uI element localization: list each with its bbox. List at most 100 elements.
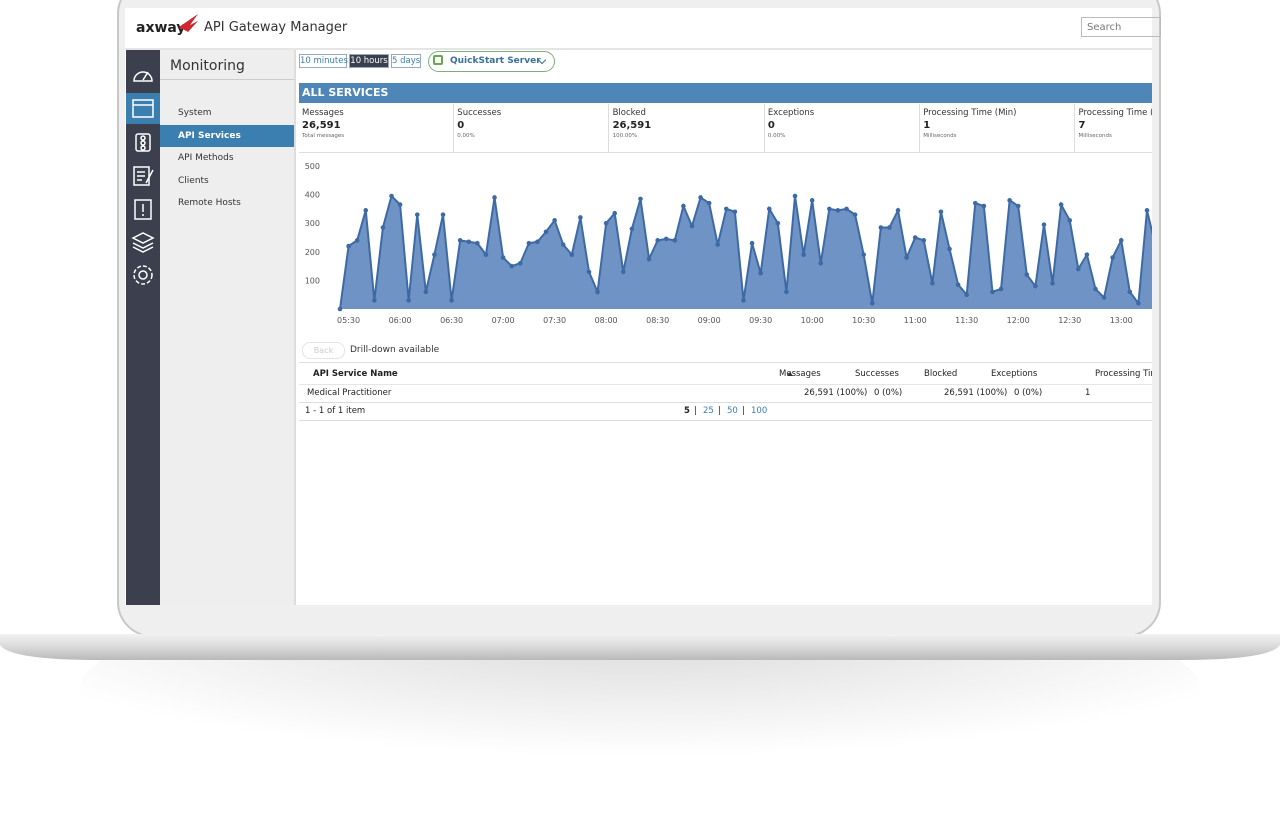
stat-label: Successes: [457, 108, 502, 118]
point: [1101, 295, 1107, 300]
point: [1144, 208, 1150, 213]
point: [698, 195, 703, 200]
icon-active: [126, 93, 160, 124]
logo: axway: [136, 20, 186, 36]
stat-sub: Milliseconds: [923, 133, 957, 139]
point: [681, 203, 686, 209]
server-icon: [433, 55, 443, 65]
x-tick-label: 06:00: [389, 316, 412, 325]
point: [1136, 300, 1141, 306]
nav-rule: [160, 79, 294, 80]
point: [869, 300, 875, 306]
point: [509, 263, 514, 269]
point: [672, 238, 678, 243]
column-header[interactable]: API Service Name: [313, 369, 398, 379]
point: [938, 209, 944, 215]
point: [775, 220, 781, 226]
point: [483, 252, 489, 257]
app-title: API Gateway Manager: [204, 20, 348, 35]
nav-title: Monitoring: [170, 58, 245, 74]
column-header[interactable]: Blocked: [924, 369, 958, 379]
point: [432, 252, 437, 257]
x-tick-label: 10:00: [801, 316, 824, 325]
point: [1024, 272, 1030, 277]
logo-bird: [179, 14, 198, 32]
pager-separator: |: [718, 406, 721, 416]
stat-sub: 0.00%: [767, 133, 786, 139]
point: [560, 242, 566, 247]
search-box[interactable]: Search: [1081, 17, 1161, 37]
point: [595, 289, 600, 295]
back-button[interactable]: Back: [302, 342, 345, 359]
page-size[interactable]: 50: [727, 406, 738, 416]
point: [397, 202, 403, 207]
column-header[interactable]: Successes: [855, 369, 899, 379]
drill-text: Drill-down available: [350, 345, 440, 355]
point: [569, 252, 575, 257]
point: [912, 235, 918, 240]
x-tick-label: 10:30: [852, 316, 875, 325]
x-tick-label: 13:00: [1110, 316, 1133, 325]
x-tick-label: 08:00: [595, 316, 618, 325]
point: [337, 306, 343, 312]
y-tick-label: 100: [305, 276, 320, 285]
point: [955, 282, 961, 287]
point: [655, 238, 660, 243]
pager-summary: 1 - 1 of 1 item: [305, 406, 366, 416]
nav-item[interactable]: API Methods: [178, 153, 234, 163]
x-tick-label: 07:30: [543, 316, 566, 325]
point: [1076, 266, 1081, 272]
point: [389, 193, 394, 199]
x-tick-label: 12:00: [1007, 316, 1030, 325]
stat-value: 7: [1078, 120, 1086, 131]
stat-value: 26,591: [612, 120, 652, 131]
stat-value: 0: [457, 120, 465, 131]
point: [526, 240, 532, 246]
x-tick-label: 05:30: [337, 316, 360, 325]
column-header[interactable]: Messages: [779, 369, 821, 379]
nav-item[interactable]: Clients: [178, 175, 209, 186]
point: [878, 225, 884, 230]
nav-item[interactable]: API Services: [160, 124, 294, 147]
row-rule: [299, 402, 1152, 403]
nav-item[interactable]: Remote Hosts: [178, 198, 241, 208]
point: [818, 260, 824, 266]
sidebar-icons: [131, 71, 155, 285]
range-button[interactable]: 10 hours: [349, 54, 389, 68]
point: [440, 212, 446, 217]
page-size[interactable]: 5: [684, 406, 690, 416]
x-tick-label: 11:00: [904, 316, 927, 325]
area: [340, 196, 1152, 309]
point: [706, 200, 712, 206]
pager-separator: |: [694, 406, 697, 416]
point: [1153, 244, 1158, 249]
point: [414, 212, 420, 217]
range-button[interactable]: 5 days: [391, 54, 421, 68]
point: [1058, 202, 1064, 207]
server-dropdown[interactable]: QuickStart Server: [428, 51, 555, 72]
point: [346, 243, 351, 249]
point: [612, 210, 618, 216]
range-button[interactable]: 10 minutes: [299, 54, 348, 68]
point: [1050, 280, 1055, 286]
table-cell: 0 (0%): [874, 388, 903, 398]
point: [749, 240, 755, 246]
point: [663, 236, 669, 242]
nav-item[interactable]: System: [178, 108, 212, 118]
point: [741, 298, 746, 303]
stat-label: Exceptions: [767, 108, 815, 118]
point: [809, 198, 815, 203]
point: [578, 215, 583, 220]
x-tick-label: 09:00: [698, 316, 721, 325]
stat-value: 0: [767, 120, 775, 131]
sort-arrow: [787, 372, 793, 376]
point: [372, 298, 377, 303]
column-header[interactable]: Processing Time: [1095, 369, 1152, 379]
page-size[interactable]: 25: [703, 406, 714, 416]
page-size[interactable]: 100: [751, 406, 768, 416]
point: [500, 255, 506, 260]
table-cell: 0 (0%): [1014, 388, 1043, 398]
point: [964, 292, 970, 298]
column-header[interactable]: Exceptions: [991, 369, 1038, 379]
pager-separator: |: [742, 406, 745, 416]
